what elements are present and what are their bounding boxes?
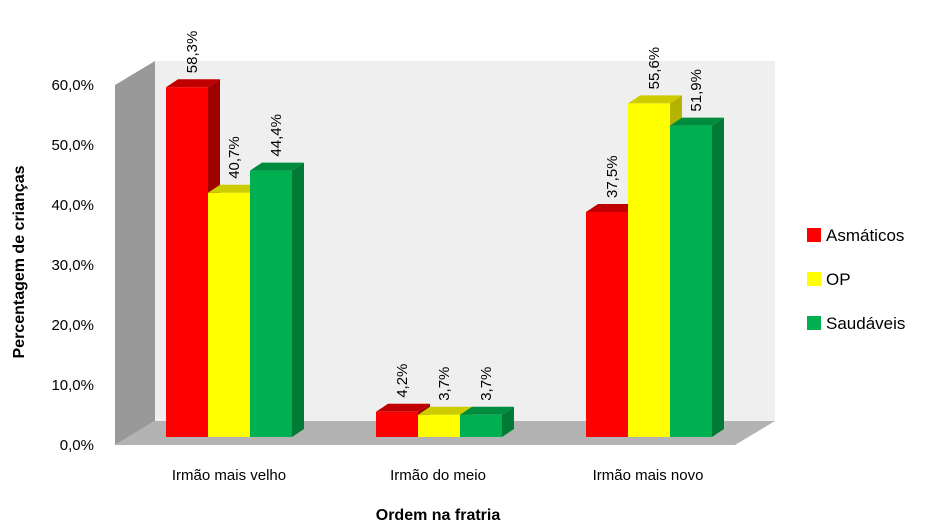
bar <box>460 406 514 437</box>
data-label: 37,5% <box>604 155 621 198</box>
x-tick-label: Irmão mais velho <box>172 467 286 484</box>
legend-item: Asmáticos <box>807 226 904 245</box>
legend-item: Saudáveis <box>807 314 905 333</box>
legend-swatch <box>807 316 821 330</box>
legend-label: OP <box>826 270 851 289</box>
data-label: 3,7% <box>478 367 495 401</box>
x-tick-label: Irmão do meio <box>390 467 486 484</box>
legend: Asmáticos OP Saudáveis <box>807 226 905 333</box>
data-label: 3,7% <box>436 367 453 401</box>
x-axis-title: Ordem na fratria <box>376 507 501 524</box>
y-axis-title: Percentagem de crianças <box>11 165 28 358</box>
y-tick-label: 30,0% <box>51 257 94 274</box>
x-axis-categories: Irmão mais velho Irmão do meio Irmão mais … <box>172 467 704 484</box>
legend-swatch <box>807 272 821 286</box>
bars <box>166 79 724 438</box>
legend-item: OP <box>807 270 851 289</box>
side-wall <box>115 61 155 445</box>
data-label: 55,6% <box>646 47 663 90</box>
legend-label: Saudáveis <box>826 314 905 333</box>
data-label: 44,4% <box>268 114 285 157</box>
y-tick-label: 50,0% <box>51 137 94 154</box>
data-label: 40,7% <box>226 136 243 179</box>
data-label: 51,9% <box>688 69 705 112</box>
y-tick-label: 60,0% <box>51 77 94 94</box>
legend-swatch <box>807 228 821 242</box>
data-label: 4,2% <box>394 364 411 398</box>
bar <box>670 117 724 437</box>
data-labels: 58,3% 40,7% 44,4% 4,2% 3,7% 3,7% 37,5% 55,6% 51,… <box>184 31 705 401</box>
y-axis-ticks: 0,0% 10,0% 20,0% 30,0% 40,0% 50,0% 60,0% <box>51 77 94 454</box>
y-tick-label: 40,0% <box>51 197 94 214</box>
bar <box>250 162 304 437</box>
y-tick-label: 0,0% <box>60 437 94 454</box>
y-tick-label: 10,0% <box>51 377 94 394</box>
y-tick-label: 20,0% <box>51 317 94 334</box>
data-label: 58,3% <box>184 31 201 74</box>
legend-label: Asmáticos <box>826 226 904 245</box>
x-tick-label: Irmão mais novo <box>593 467 704 484</box>
